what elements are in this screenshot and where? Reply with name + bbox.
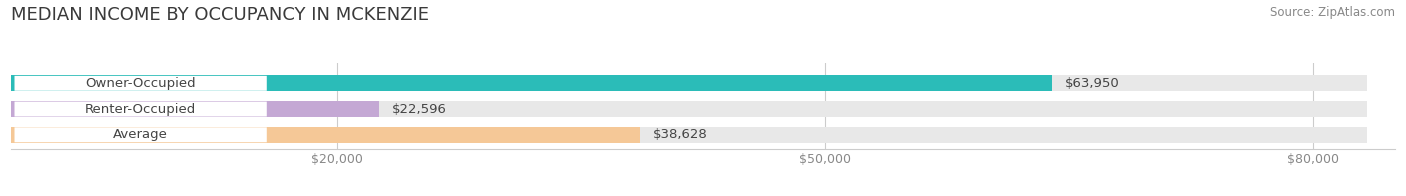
Text: $38,628: $38,628 <box>652 128 707 141</box>
Bar <box>11 101 380 117</box>
FancyBboxPatch shape <box>14 76 267 91</box>
FancyBboxPatch shape <box>14 102 267 117</box>
Text: MEDIAN INCOME BY OCCUPANCY IN MCKENZIE: MEDIAN INCOME BY OCCUPANCY IN MCKENZIE <box>11 6 429 24</box>
Text: Owner-Occupied: Owner-Occupied <box>86 77 195 90</box>
Bar <box>11 101 1367 117</box>
Bar <box>11 127 640 143</box>
Text: Average: Average <box>114 128 169 141</box>
Text: Source: ZipAtlas.com: Source: ZipAtlas.com <box>1270 6 1395 19</box>
Text: $22,596: $22,596 <box>392 103 447 116</box>
Text: $63,950: $63,950 <box>1066 77 1121 90</box>
Bar <box>11 75 1367 91</box>
Text: Renter-Occupied: Renter-Occupied <box>84 103 197 116</box>
Bar <box>11 75 1052 91</box>
Bar <box>11 127 1367 143</box>
FancyBboxPatch shape <box>14 127 267 142</box>
